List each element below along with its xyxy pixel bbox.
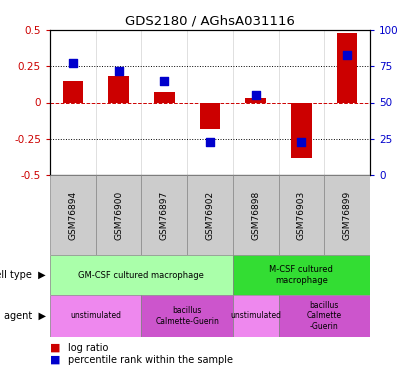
- Point: [161, 78, 168, 84]
- Text: GSM76899: GSM76899: [343, 190, 352, 240]
- Text: unstimulated: unstimulated: [230, 312, 281, 321]
- Bar: [50, 255, 233, 295]
- Text: unstimulated: unstimulated: [70, 312, 121, 321]
- Bar: [141, 175, 187, 255]
- Text: ■: ■: [50, 355, 60, 365]
- Bar: [233, 255, 370, 295]
- Text: bacillus
Calmette
-Guerin: bacillus Calmette -Guerin: [307, 301, 342, 331]
- Bar: [324, 175, 370, 255]
- Bar: [141, 295, 233, 337]
- Point: [298, 139, 304, 145]
- Title: GDS2180 / AGhsA031116: GDS2180 / AGhsA031116: [125, 15, 295, 27]
- Point: [70, 60, 76, 66]
- Text: ■: ■: [50, 343, 60, 353]
- Text: log ratio: log ratio: [68, 343, 108, 353]
- Bar: [233, 175, 279, 255]
- Bar: [337, 33, 357, 102]
- Text: GM-CSF cultured macrophage: GM-CSF cultured macrophage: [78, 270, 204, 279]
- Text: GSM76900: GSM76900: [114, 190, 123, 240]
- Bar: [187, 175, 233, 255]
- Bar: [279, 175, 324, 255]
- Bar: [279, 295, 370, 337]
- Text: GSM76902: GSM76902: [205, 190, 215, 240]
- Bar: [154, 92, 175, 102]
- Bar: [50, 175, 96, 255]
- Text: percentile rank within the sample: percentile rank within the sample: [68, 355, 233, 365]
- Text: bacillus
Calmette-Guerin: bacillus Calmette-Guerin: [155, 306, 219, 326]
- Text: M-CSF cultured
macrophage: M-CSF cultured macrophage: [269, 265, 334, 285]
- Bar: [62, 81, 83, 102]
- Text: GSM76898: GSM76898: [251, 190, 260, 240]
- Point: [207, 139, 213, 145]
- Text: agent  ▶: agent ▶: [4, 311, 46, 321]
- Point: [252, 92, 259, 98]
- Point: [344, 52, 350, 58]
- Point: [115, 68, 122, 74]
- Bar: [200, 102, 220, 129]
- Bar: [246, 98, 266, 102]
- Bar: [50, 295, 141, 337]
- Text: cell type  ▶: cell type ▶: [0, 270, 46, 280]
- Text: GSM76894: GSM76894: [68, 190, 77, 240]
- Bar: [291, 102, 312, 158]
- Bar: [233, 295, 279, 337]
- Text: GSM76897: GSM76897: [160, 190, 169, 240]
- Text: GSM76903: GSM76903: [297, 190, 306, 240]
- Bar: [96, 175, 141, 255]
- Bar: [108, 76, 129, 102]
